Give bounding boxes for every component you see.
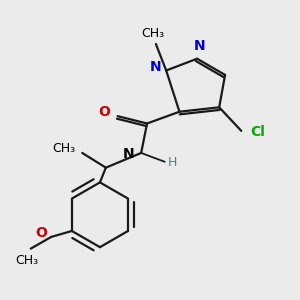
Text: N: N	[150, 60, 161, 74]
Text: CH₃: CH₃	[141, 27, 164, 40]
Text: N: N	[194, 39, 205, 53]
Text: CH₃: CH₃	[15, 254, 38, 267]
Text: O: O	[98, 105, 110, 119]
Text: O: O	[36, 226, 47, 240]
Text: Cl: Cl	[250, 125, 265, 139]
Text: CH₃: CH₃	[53, 142, 76, 155]
Text: H: H	[168, 156, 177, 169]
Text: N: N	[123, 146, 135, 161]
